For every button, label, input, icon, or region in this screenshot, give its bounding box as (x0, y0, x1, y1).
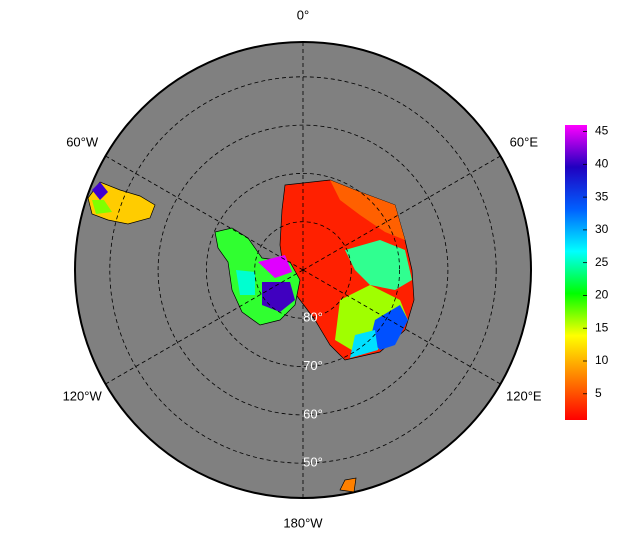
colorbar-tick-label: 10 (595, 353, 609, 367)
colorbar-tick-label: 5 (595, 386, 602, 400)
colorbar-tick-label: 40 (595, 157, 609, 171)
colorbar-tick-label: 25 (595, 255, 609, 269)
latitude-label: 60° (303, 406, 323, 421)
meridian-line (105, 155, 304, 271)
latitude-circle (205, 172, 400, 367)
longitude-label: 60°E (510, 134, 539, 149)
land-island (339, 477, 357, 493)
land-patch (92, 182, 108, 200)
longitude-label: 120°E (506, 388, 542, 403)
colorbar-tick-label: 35 (595, 189, 609, 203)
colorbar-tick-label: 15 (595, 320, 609, 334)
meridian-line (302, 155, 501, 271)
colorbar-tick-label: 20 (595, 288, 609, 302)
land-patch (258, 255, 292, 278)
colorbar-tick-label: 45 (595, 124, 609, 138)
latitude-circle (109, 76, 497, 464)
graticule (105, 42, 501, 498)
land-patch (330, 180, 405, 240)
land-patch (345, 240, 412, 290)
latitude-circle (254, 221, 352, 319)
meridian-line (105, 269, 304, 385)
land-patch (236, 270, 255, 295)
longitude-label: 0° (297, 7, 309, 22)
land (87, 179, 415, 493)
longitude-label: 120°W (63, 388, 103, 403)
latitude-label: 70° (303, 358, 323, 373)
meridian-line (302, 269, 501, 385)
land-patch (92, 200, 112, 214)
colorbar (565, 125, 587, 420)
latitude-label: 50° (303, 455, 323, 470)
colorbar-tick-label: 30 (595, 222, 609, 236)
latitude-label: 80° (303, 310, 323, 325)
land-patch (350, 330, 378, 358)
land-patch (370, 305, 408, 350)
longitude-label: 180°W (283, 515, 323, 530)
longitude-label: 60°W (66, 134, 99, 149)
latitude-circle (157, 124, 449, 416)
land-patch (262, 282, 295, 312)
